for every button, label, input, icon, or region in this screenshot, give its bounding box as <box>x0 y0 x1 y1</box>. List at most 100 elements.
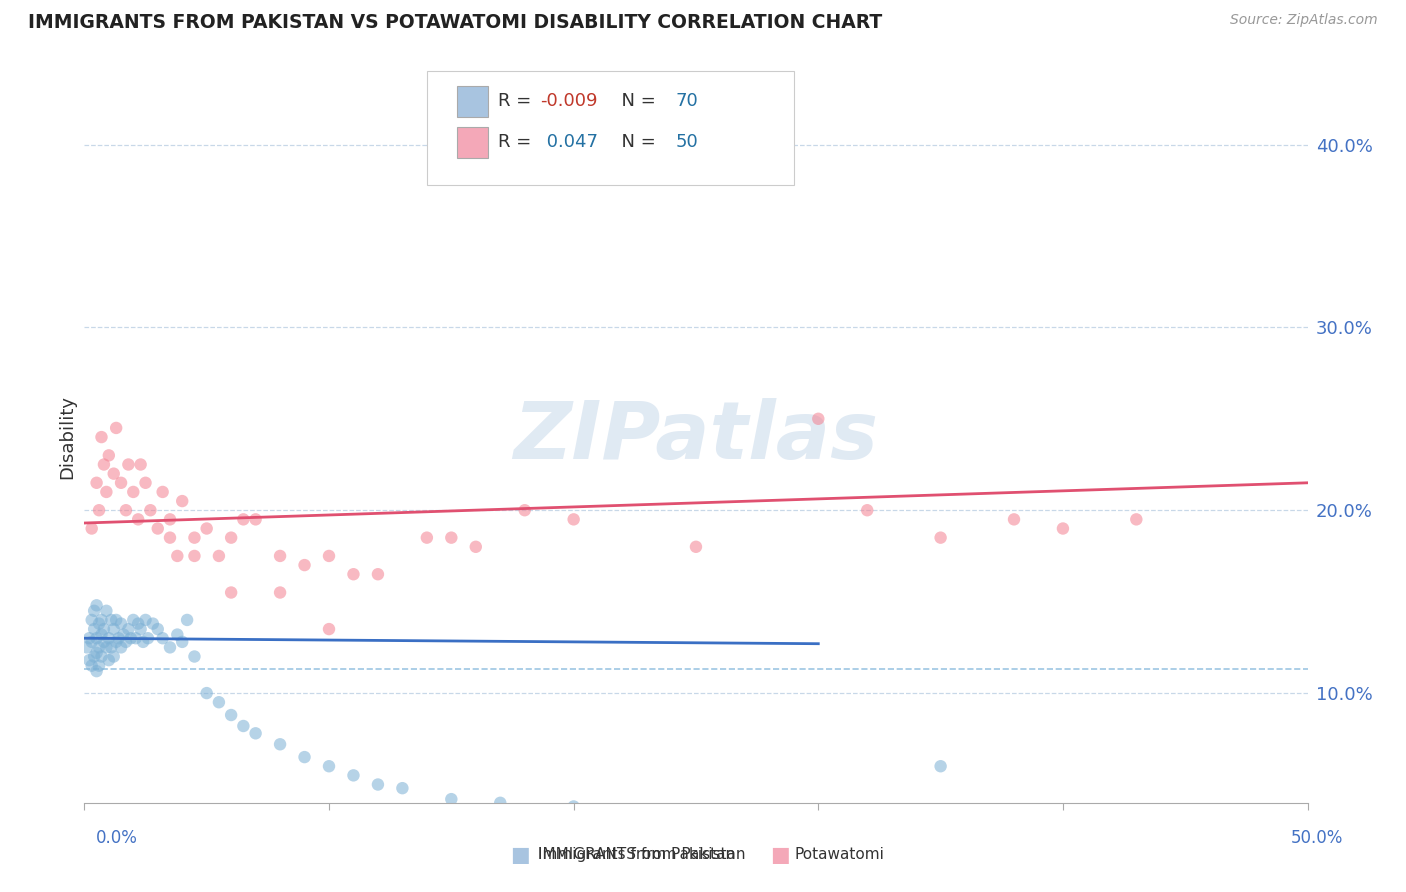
Point <box>219 708 242 723</box>
Point <box>367 567 389 582</box>
Point <box>83 604 105 618</box>
Point <box>152 485 174 500</box>
Point <box>100 613 122 627</box>
Point <box>97 448 120 462</box>
Point <box>103 649 125 664</box>
Point <box>440 531 463 545</box>
Point <box>117 622 139 636</box>
FancyBboxPatch shape <box>427 71 794 185</box>
Point <box>127 512 149 526</box>
Point <box>115 503 138 517</box>
Point <box>129 458 152 472</box>
Point <box>77 653 100 667</box>
Text: Source: ZipAtlas.com: Source: ZipAtlas.com <box>1230 13 1378 28</box>
Text: Potawatomi: Potawatomi <box>794 847 884 862</box>
Y-axis label: Disability: Disability <box>58 395 76 479</box>
Point <box>166 627 188 641</box>
Point <box>112 627 135 641</box>
Point <box>294 750 316 764</box>
Point <box>87 658 110 673</box>
Point <box>166 549 188 563</box>
Point <box>146 521 169 535</box>
Point <box>367 778 389 792</box>
Point <box>87 503 110 517</box>
FancyBboxPatch shape <box>457 86 488 117</box>
Text: 0.047: 0.047 <box>541 133 598 152</box>
Point <box>96 640 118 655</box>
Point <box>232 512 254 526</box>
Point <box>342 768 364 782</box>
Point <box>685 540 707 554</box>
Point <box>318 759 340 773</box>
Point <box>122 485 145 500</box>
Point <box>183 649 205 664</box>
Text: 50: 50 <box>675 133 697 152</box>
Point <box>86 475 108 490</box>
Point <box>125 632 148 646</box>
Point <box>269 585 291 599</box>
Point <box>219 585 242 599</box>
Point <box>1002 512 1025 526</box>
Point <box>159 531 181 545</box>
Text: 50.0%: 50.0% <box>1291 829 1343 847</box>
Text: 0.0%: 0.0% <box>96 829 138 847</box>
Point <box>90 649 112 664</box>
Point <box>1125 512 1147 526</box>
Point <box>464 540 486 554</box>
Point <box>219 531 242 545</box>
Text: R =: R = <box>498 133 537 152</box>
Point <box>232 719 254 733</box>
Point <box>80 635 103 649</box>
Point <box>87 616 110 631</box>
Text: Immigrants from Pakistan: Immigrants from Pakistan <box>538 847 735 862</box>
Text: N =: N = <box>610 133 662 152</box>
Point <box>318 549 340 563</box>
Point <box>90 430 112 444</box>
Point <box>110 640 132 655</box>
Point <box>807 412 830 426</box>
Point <box>86 599 108 613</box>
Point <box>929 531 952 545</box>
Point <box>159 512 181 526</box>
Point <box>90 627 112 641</box>
Point <box>97 653 120 667</box>
Point <box>136 632 159 646</box>
Point <box>80 521 103 535</box>
Point <box>122 613 145 627</box>
Point <box>146 622 169 636</box>
Point <box>172 494 194 508</box>
Point <box>100 640 122 655</box>
Point <box>105 635 128 649</box>
Text: R =: R = <box>498 93 537 111</box>
Point <box>159 640 181 655</box>
Text: ZIPatlas: ZIPatlas <box>513 398 879 476</box>
Text: ■: ■ <box>510 845 530 864</box>
Point <box>105 421 128 435</box>
Point <box>132 635 155 649</box>
Point <box>856 503 879 517</box>
Point <box>391 781 413 796</box>
Point <box>103 467 125 481</box>
Point <box>135 475 157 490</box>
Point <box>139 503 162 517</box>
Point <box>685 805 707 819</box>
Point <box>318 622 340 636</box>
Point <box>183 549 205 563</box>
Point <box>269 549 291 563</box>
Point <box>342 567 364 582</box>
Point <box>208 695 231 709</box>
Point <box>127 616 149 631</box>
Point <box>86 664 108 678</box>
Point <box>129 622 152 636</box>
Text: IMMIGRANTS FROM PAKISTAN VS POTAWATOMI DISABILITY CORRELATION CHART: IMMIGRANTS FROM PAKISTAN VS POTAWATOMI D… <box>28 13 883 32</box>
Point <box>562 799 585 814</box>
Point <box>83 649 105 664</box>
Point <box>115 635 138 649</box>
Point <box>96 604 118 618</box>
Point <box>152 632 174 646</box>
Point <box>80 613 103 627</box>
Point <box>1052 521 1074 535</box>
Point <box>562 512 585 526</box>
Point <box>294 558 316 573</box>
Text: IMMIGRANTS from Pakistan: IMMIGRANTS from Pakistan <box>538 847 747 862</box>
